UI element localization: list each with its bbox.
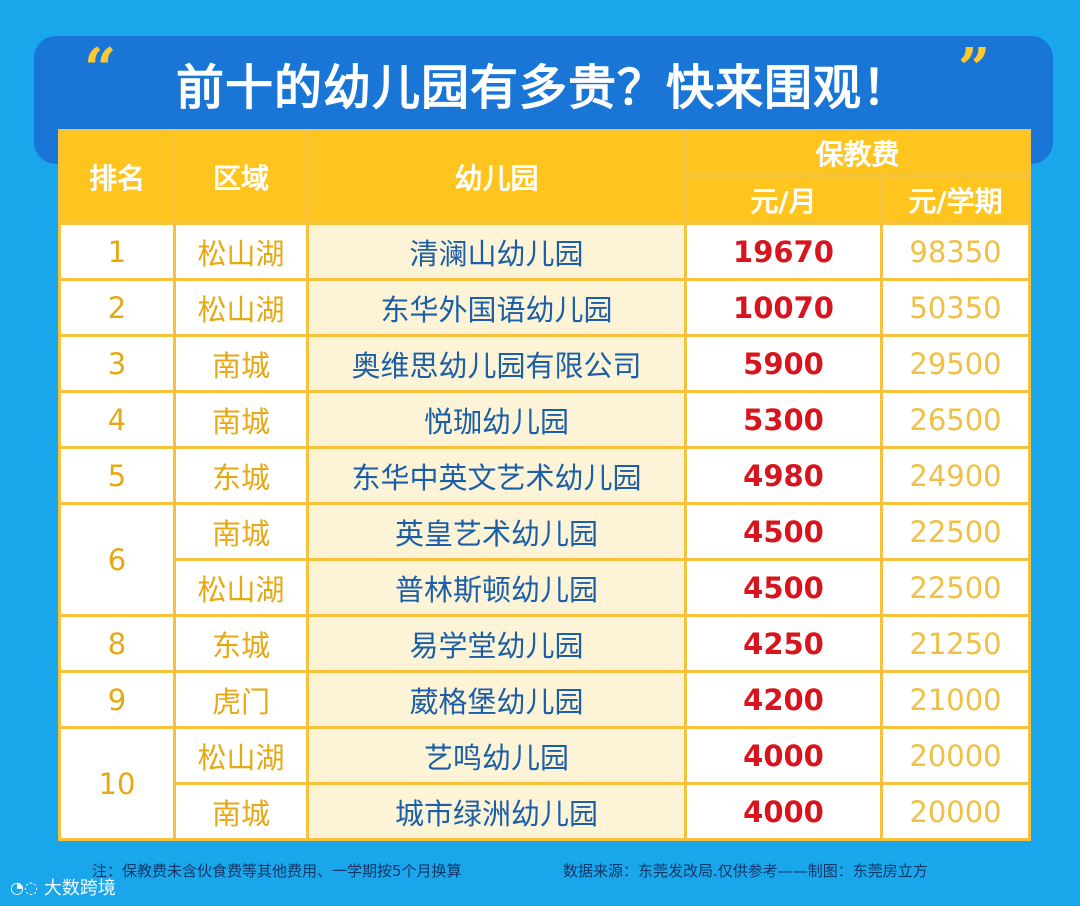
table-row: 4 南城 悦珈幼儿园 5300 26500 <box>58 390 1032 449</box>
semester-fee-cell: 21250 <box>879 614 1032 673</box>
kindergarten-cell: 东华外国语幼儿园 <box>306 278 687 337</box>
close-quote-mark: ” <box>958 36 991 102</box>
kindergarten-cell: 艺鸣幼儿园 <box>306 726 687 785</box>
table-row: 南城 城市绿洲幼儿园 4000 20000 <box>60 782 1032 841</box>
semester-fee-cell: 20000 <box>879 782 1032 841</box>
data-source-note: 数据来源：东莞发改局.仅供参考——制图：东莞房立方 <box>563 862 928 880</box>
kindergarten-cell: 城市绿洲幼儿园 <box>306 782 687 841</box>
rank-cell: 6 <box>58 502 176 617</box>
table-row: 5 东城 东华中英文艺术幼儿园 4980 24900 <box>58 446 1032 505</box>
kindergarten-cell: 葳格堡幼儿园 <box>306 670 687 729</box>
monthly-fee-cell: 4250 <box>684 614 883 673</box>
kindergarten-cell: 英皇艺术幼儿园 <box>306 502 687 561</box>
area-cell: 南城 <box>173 502 309 561</box>
open-quote-mark: “ <box>84 36 117 102</box>
header-kindergarten: 幼儿园 <box>306 129 687 225</box>
area-cell: 南城 <box>173 782 309 841</box>
area-cell: 东城 <box>173 446 309 505</box>
area-cell: 东城 <box>173 614 309 673</box>
page-title: 前十的幼儿园有多贵？快来围观！ <box>175 60 911 116</box>
rank-cell: 4 <box>58 390 176 449</box>
header-rank: 排名 <box>58 129 176 225</box>
semester-fee-cell: 50350 <box>879 278 1032 337</box>
fee-ranking-table: 排名 区域 幼儿园 保教费 元/月 元/学期 1 松山湖 清澜山幼儿园 1967… <box>58 129 1032 841</box>
table-row: 8 东城 易学堂幼儿园 4250 21250 <box>58 614 1032 673</box>
table-row: 1 松山湖 清澜山幼儿园 19670 98350 <box>58 222 1032 281</box>
semester-fee-cell: 29500 <box>879 334 1032 393</box>
kindergarten-cell: 奥维思幼儿园有限公司 <box>306 334 687 393</box>
logo-icon: ◔◌ <box>10 877 38 897</box>
kindergarten-cell: 清澜山幼儿园 <box>306 222 687 281</box>
rank-cell: 2 <box>58 278 176 337</box>
area-cell: 南城 <box>173 390 309 449</box>
table-row: 松山湖 普林斯顿幼儿园 4500 22500 <box>60 558 1032 617</box>
semester-fee-cell: 22500 <box>879 558 1032 617</box>
table-row: 6 南城 英皇艺术幼儿园 4500 22500 <box>58 502 1032 617</box>
kindergarten-cell: 东华中英文艺术幼儿园 <box>306 446 687 505</box>
area-cell: 南城 <box>173 334 309 393</box>
watermark-logo: ◔◌ 大数跨境 <box>10 874 116 900</box>
table-row: 2 松山湖 东华外国语幼儿园 10070 50350 <box>58 278 1032 337</box>
monthly-fee-cell: 5900 <box>684 334 883 393</box>
header-area: 区域 <box>173 129 309 225</box>
semester-fee-cell: 20000 <box>879 726 1032 785</box>
semester-fee-cell: 21000 <box>879 670 1032 729</box>
monthly-fee-cell: 4980 <box>684 446 883 505</box>
header-fee: 保教费 <box>683 129 1032 177</box>
rank-cell: 10 <box>58 726 176 841</box>
monthly-fee-cell: 4000 <box>684 782 883 841</box>
monthly-fee-cell: 5300 <box>684 390 883 449</box>
monthly-fee-cell: 4500 <box>684 502 883 561</box>
area-cell: 松山湖 <box>173 222 309 281</box>
table-row: 9 虎门 葳格堡幼儿园 4200 21000 <box>58 670 1032 729</box>
monthly-fee-cell: 10070 <box>684 278 883 337</box>
table-row: 3 南城 奥维思幼儿园有限公司 5900 29500 <box>58 334 1032 393</box>
rank-cell: 3 <box>58 334 176 393</box>
semester-fee-cell: 22500 <box>879 502 1032 561</box>
header-semester: 元/学期 <box>879 174 1032 225</box>
rank-cell: 8 <box>58 614 176 673</box>
area-cell: 虎门 <box>173 670 309 729</box>
semester-fee-cell: 26500 <box>879 390 1032 449</box>
monthly-fee-cell: 4200 <box>684 670 883 729</box>
rank-cell: 9 <box>58 670 176 729</box>
semester-fee-cell: 24900 <box>879 446 1032 505</box>
area-cell: 松山湖 <box>173 278 309 337</box>
header-monthly: 元/月 <box>684 174 883 225</box>
rank-cell: 5 <box>58 446 176 505</box>
area-cell: 松山湖 <box>173 558 309 617</box>
rank-cell: 1 <box>58 222 176 281</box>
footnote: 注：保教费未含伙食费等其他费用、一学期按5个月换算 <box>92 862 462 880</box>
kindergarten-cell: 普林斯顿幼儿园 <box>306 558 687 617</box>
semester-fee-cell: 98350 <box>879 222 1032 281</box>
area-cell: 松山湖 <box>173 726 309 785</box>
monthly-fee-cell: 4000 <box>684 726 883 785</box>
table-row: 10 松山湖 艺鸣幼儿园 4000 20000 <box>58 726 1032 841</box>
monthly-fee-cell: 19670 <box>684 222 883 281</box>
monthly-fee-cell: 4500 <box>684 558 883 617</box>
logo-text: 大数跨境 <box>43 878 116 899</box>
kindergarten-cell: 悦珈幼儿园 <box>306 390 687 449</box>
kindergarten-cell: 易学堂幼儿园 <box>306 614 687 673</box>
